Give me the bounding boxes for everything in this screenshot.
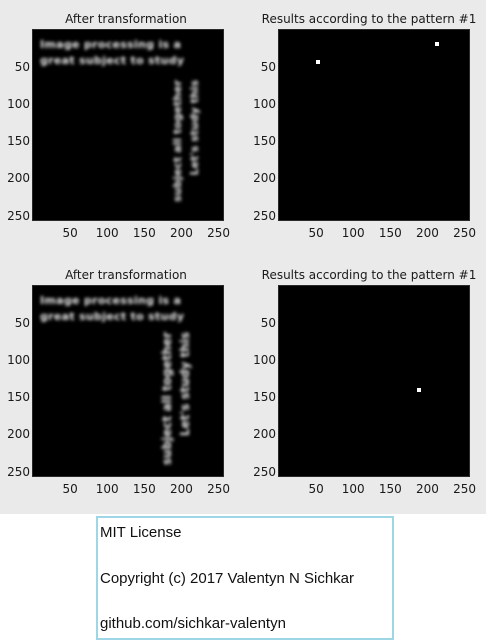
detection-point — [416, 387, 421, 392]
transformed-image-plot: Image processing is a great subject to s… — [33, 30, 223, 220]
x-tick-label: 200 — [169, 482, 193, 496]
vertical-text-column: Let's study this — [178, 332, 192, 437]
detection-point — [315, 59, 320, 64]
transformed-image-plot: Image processing is a great subject to s… — [33, 286, 223, 476]
y-tick-label: 50 — [260, 316, 276, 331]
x-tick-label: 250 — [453, 226, 476, 240]
x-tick-label: 250 — [207, 226, 230, 240]
x-tick-label: 200 — [415, 482, 439, 496]
y-tick-label: 200 — [253, 171, 276, 186]
y-tick-label: 150 — [253, 390, 276, 405]
y-tick-label: 250 — [7, 208, 30, 223]
x-tick-label: 150 — [132, 226, 156, 240]
horizontal-text-line: Image processing is a — [40, 38, 182, 51]
x-tick-label: 150 — [378, 226, 402, 240]
x-tick-label: 100 — [95, 226, 119, 240]
y-tick-label: 200 — [7, 171, 30, 186]
y-tick-label: 150 — [7, 390, 30, 405]
license-box: MIT License Copyright (c) 2017 Valentyn … — [96, 516, 394, 640]
detection-point — [435, 42, 440, 47]
vertical-text-column: subject all together — [160, 332, 174, 466]
y-tick-label: 50 — [14, 316, 30, 331]
y-tick-label: 200 — [253, 427, 276, 442]
vertical-text-column: Let's study this — [188, 80, 201, 176]
x-tick-label: 50 — [308, 482, 324, 496]
y-tick-label: 100 — [253, 353, 276, 368]
license-title: MIT License — [100, 524, 182, 541]
panel-title: After transformation — [65, 268, 187, 282]
panel-title: Results according to the pattern #1 — [261, 12, 477, 26]
x-tick-label: 100 — [341, 226, 365, 240]
license-link: github.com/sichkar-valentyn — [100, 615, 286, 632]
x-tick-label: 200 — [169, 226, 193, 240]
y-tick-label: 250 — [253, 208, 276, 223]
y-tick-label: 100 — [253, 97, 276, 112]
horizontal-text-line: Image processing is a — [40, 294, 182, 307]
x-tick-label: 150 — [378, 482, 402, 496]
detection-result-plot — [279, 30, 469, 220]
license-copyright: Copyright (c) 2017 Valentyn N Sichkar — [100, 570, 355, 587]
x-tick-label: 50 — [62, 482, 78, 496]
y-tick-label: 100 — [7, 353, 30, 368]
y-tick-label: 50 — [260, 60, 276, 75]
detection-result-plot — [279, 286, 469, 476]
x-tick-label: 250 — [207, 482, 230, 496]
horizontal-text-line: great subject to study — [40, 54, 185, 67]
x-tick-label: 250 — [453, 482, 476, 496]
figure: After transformation Image processing is… — [0, 0, 486, 514]
x-tick-label: 100 — [95, 482, 119, 496]
y-tick-label: 150 — [253, 134, 276, 149]
x-tick-label: 50 — [308, 226, 324, 240]
x-tick-label: 150 — [132, 482, 156, 496]
vertical-text-column: subject all together — [171, 80, 184, 203]
y-tick-label: 200 — [7, 427, 30, 442]
x-tick-label: 200 — [415, 226, 439, 240]
x-tick-label: 50 — [62, 226, 78, 240]
panel-title: Results according to the pattern #1 — [261, 268, 477, 282]
y-tick-label: 250 — [7, 464, 30, 479]
x-tick-label: 100 — [341, 482, 365, 496]
y-tick-label: 100 — [7, 97, 30, 112]
panel-title: After transformation — [65, 12, 187, 26]
y-tick-label: 250 — [253, 464, 276, 479]
y-tick-label: 50 — [14, 60, 30, 75]
horizontal-text-line: great subject to study — [40, 310, 185, 323]
y-tick-label: 150 — [7, 134, 30, 149]
